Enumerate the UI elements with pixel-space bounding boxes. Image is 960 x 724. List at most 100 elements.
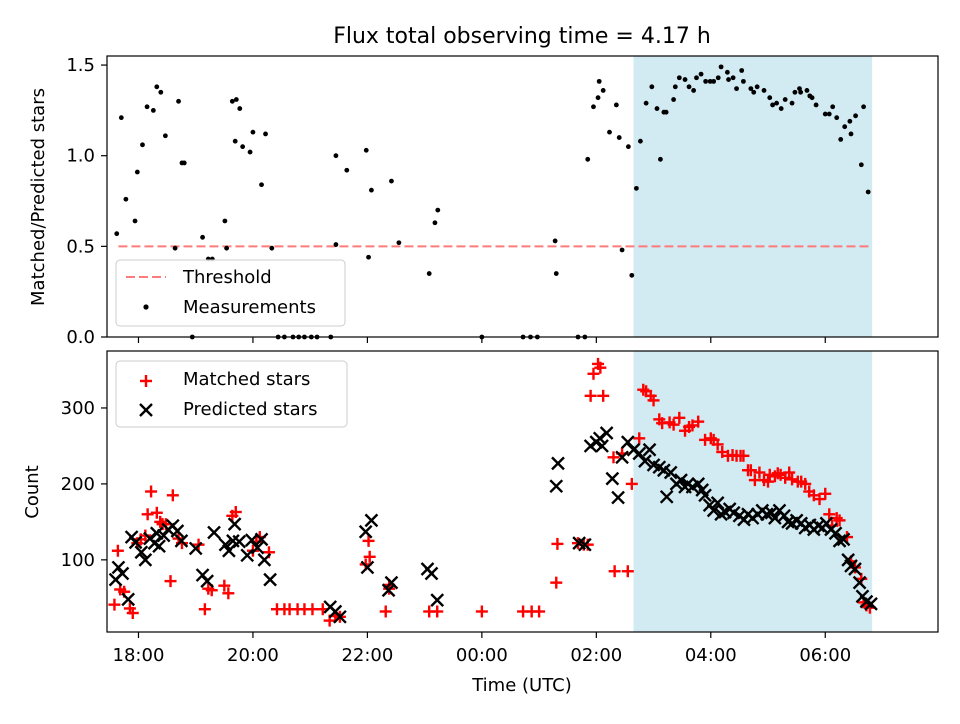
matched-star-point: [633, 432, 646, 445]
measurement-point: [118, 115, 124, 121]
measurement-point: [333, 153, 339, 159]
measurement-point: [591, 104, 596, 110]
matched-star-point: [198, 603, 211, 616]
bottom-legend: Matched stars Predicted stars: [115, 360, 348, 428]
measurement-point: [132, 218, 138, 224]
top-y-ticks: 0.0 0.5 1.0 1.5: [66, 55, 107, 348]
measurement-point: [263, 131, 268, 137]
measurement-point: [748, 86, 754, 92]
top-y-axis-label: Matched/Predicted stars: [28, 88, 49, 306]
measurement-point: [761, 88, 767, 93]
predicted-star-point: [663, 465, 678, 480]
matched-star-point: [786, 473, 799, 486]
measurement-point: [224, 245, 230, 251]
matched-star-point: [667, 418, 680, 431]
predicted-star-point: [852, 575, 867, 590]
predicted-star-point: [611, 490, 625, 505]
measurement-point: [792, 89, 798, 95]
measurement-point: [259, 182, 264, 188]
measurement-point: [774, 100, 780, 106]
predicted-star-point: [207, 525, 221, 540]
predicted-star-point: [828, 526, 843, 541]
measurement-point: [822, 111, 828, 117]
measurement-point: [676, 75, 682, 81]
measurement-point: [834, 115, 840, 121]
x-axis-label: Time (UTC): [471, 675, 572, 696]
predicted-star-point: [615, 450, 629, 465]
predicted-star-point: [257, 553, 272, 567]
predicted-star-point: [832, 534, 847, 548]
y-tick-label: 0.5: [66, 236, 95, 257]
measurement-point: [114, 231, 120, 237]
measurement-point: [363, 147, 369, 153]
top-legend: Threshold Measurements: [115, 259, 346, 327]
measurement-point: [222, 218, 228, 224]
predicted-star-point: [674, 473, 688, 487]
y-tick-label: 200: [61, 474, 95, 495]
predicted-star-point: [227, 517, 242, 532]
predicted-star-point: [170, 524, 185, 538]
predicted-star-point: [620, 435, 635, 449]
measurement-point: [247, 149, 253, 155]
measurement-point: [637, 138, 643, 144]
measurement-point: [396, 240, 402, 246]
measurement-point: [585, 156, 591, 162]
predicted-star-point: [424, 566, 439, 581]
predicted-star-point: [691, 477, 706, 491]
measurement-point: [838, 136, 844, 142]
matched-star-point: [164, 575, 177, 588]
measurement-point: [691, 88, 697, 93]
measurement-point: [858, 162, 864, 168]
measurement-point: [613, 102, 619, 108]
measurement-point: [853, 113, 858, 119]
predicted-star-point: [599, 426, 614, 440]
predicted-star-point: [115, 566, 130, 581]
measurement-point: [600, 88, 606, 93]
x-tick-label: 20:00: [227, 645, 279, 666]
measurement-point: [233, 97, 239, 102]
x-tick-label: 04:00: [685, 645, 737, 666]
measurement-point: [240, 144, 246, 150]
matched-star-point: [218, 579, 231, 592]
measurement-point: [269, 245, 275, 251]
matched-star-point: [587, 367, 600, 380]
measurement-point: [754, 84, 760, 90]
measurement-point: [629, 272, 635, 278]
x-tick-label: 18:00: [113, 645, 165, 666]
predicted-star-point: [128, 535, 143, 550]
legend-matched-label: Matched stars: [183, 369, 310, 390]
measurement-point: [172, 245, 178, 251]
measurement-point: [848, 131, 854, 137]
matched-star-point: [362, 534, 375, 547]
bottom-plot-frame: [106, 350, 939, 633]
top-plot-frame: [106, 55, 939, 338]
predicted-star-point: [430, 593, 445, 607]
predicted-star-point: [578, 537, 592, 552]
matched-star-point: [222, 587, 235, 600]
x-tick-label: 22:00: [341, 645, 393, 666]
measurement-point: [552, 238, 558, 244]
measurement-point: [123, 196, 129, 202]
measurement-point: [770, 102, 776, 108]
predicted-star-point: [111, 560, 126, 575]
predicted-star-point: [549, 479, 564, 494]
measurement-point: [643, 100, 649, 106]
measurement-point: [734, 86, 739, 92]
predicted-star-point: [364, 513, 379, 528]
matched-star-point: [431, 605, 444, 618]
top-x-ticks: [137, 337, 826, 343]
x-tick-label: 06:00: [799, 645, 851, 666]
predicted-star-point: [152, 539, 166, 554]
measurement-point: [553, 271, 559, 276]
measurement-point: [751, 89, 757, 95]
measurement-point: [654, 106, 660, 111]
top-highlight-span: [633, 56, 873, 337]
predicted-star-point: [333, 609, 347, 624]
measurement-point: [672, 84, 678, 90]
predicted-star-point: [659, 489, 674, 504]
matched-star-point: [783, 466, 796, 479]
measurement-point: [789, 100, 795, 106]
matched-star-point: [154, 515, 167, 528]
y-tick-label: 1.0: [66, 146, 95, 167]
